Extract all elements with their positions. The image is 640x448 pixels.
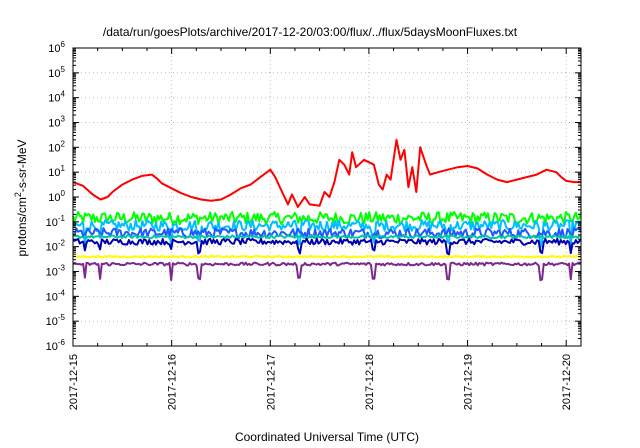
x-tick-label: 2017-12-15 xyxy=(68,354,80,410)
y-tick-label: 101 xyxy=(48,164,65,179)
x-axis-ticks: 2017-12-15 2017-12-16 2017-12-17 2017-12-18… xyxy=(68,48,573,410)
grid-lines xyxy=(73,48,581,346)
y-tick-label: 10-5 xyxy=(46,313,66,328)
y-tick-label: 100 xyxy=(48,189,65,204)
series-line xyxy=(72,254,582,259)
y-axis-label: protons/cm2-s-sr-MeV xyxy=(13,139,29,256)
x-tick-label: 2017-12-20 xyxy=(561,354,573,410)
series-line xyxy=(72,237,582,256)
y-label-suffix: -s-sr-MeV xyxy=(15,139,29,192)
y-axis-ticks: 10-6 10-5 10-4 10-3 10-2 10-1 100 101 102 103 104 1… xyxy=(46,40,581,353)
y-tick-label: 104 xyxy=(48,90,65,105)
series-line xyxy=(72,234,582,240)
y-tick-label: 102 xyxy=(48,139,65,154)
chart-title: /data/run/goesPlots/archive/2017-12-20/0… xyxy=(103,25,518,39)
x-tick-label: 2017-12-17 xyxy=(265,354,277,410)
y-tick-label: 10-1 xyxy=(46,214,66,229)
y-tick-label: 10-2 xyxy=(46,239,66,254)
series-line xyxy=(72,261,582,282)
y-tick-label: 105 xyxy=(48,65,65,80)
x-tick-label: 2017-12-16 xyxy=(167,354,179,410)
y-tick-label: 103 xyxy=(48,115,65,130)
y-label-sup: 2 xyxy=(13,192,23,197)
x-tick-label: 2017-12-19 xyxy=(463,354,475,410)
y-tick-label: 10-6 xyxy=(46,338,66,353)
y-label-prefix: protons/cm xyxy=(15,197,29,256)
series-line xyxy=(72,210,582,226)
series-line xyxy=(72,219,582,250)
series-layer xyxy=(72,138,582,282)
x-axis-label: Coordinated Universal Time (UTC) xyxy=(235,430,419,444)
x-tick-label: 2017-12-18 xyxy=(364,354,376,410)
y-tick-label: 10-3 xyxy=(46,264,66,279)
y-tick-label: 106 xyxy=(48,40,65,55)
y-tick-label: 10-4 xyxy=(46,288,66,303)
series-line xyxy=(72,138,581,208)
